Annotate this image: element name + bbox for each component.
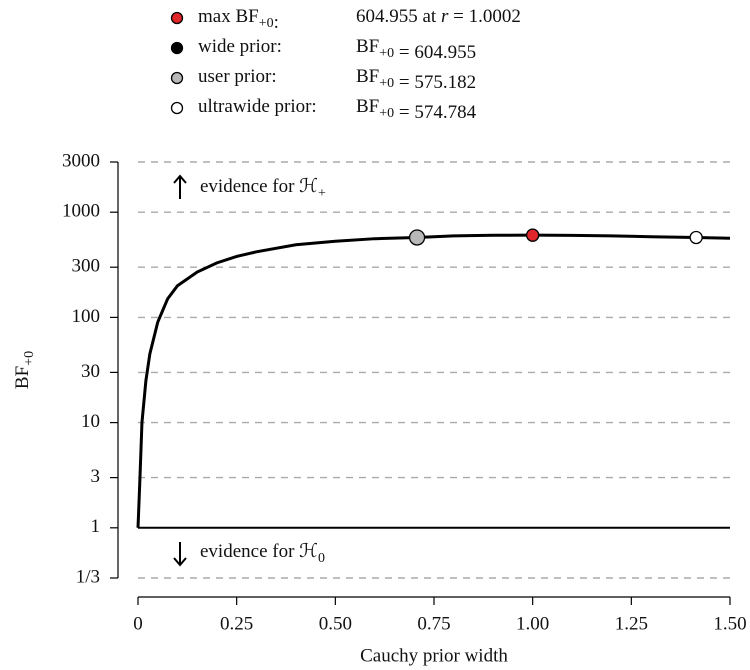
legend-value: BF+0 = 575.182 <box>356 66 476 93</box>
text: evidence for <box>200 176 299 197</box>
text: : <box>274 12 279 33</box>
text: BF <box>356 96 379 117</box>
legend-marker <box>170 41 184 55</box>
subscript: +0 <box>379 76 394 91</box>
x-tick-label: 0.75 <box>417 613 450 634</box>
legend-value: BF+0 = 574.784 <box>356 96 477 123</box>
x-tick-label: 0.50 <box>319 613 352 634</box>
x-tick-label: 1.50 <box>713 613 746 634</box>
y-tick-label: 3 <box>91 466 101 487</box>
legend-marker <box>170 71 184 85</box>
italic-text: r <box>441 6 449 27</box>
x-tick-label: 0 <box>133 613 143 634</box>
text: ℋ <box>299 541 318 562</box>
y-tick-label: 30 <box>81 361 100 382</box>
subscript: +0 <box>379 106 394 121</box>
text: max BF <box>198 6 259 27</box>
prior-point <box>689 230 703 245</box>
text: BF <box>12 366 33 389</box>
subscript: +0 <box>22 351 37 366</box>
legend-marker <box>170 101 184 115</box>
y-tick-label: 300 <box>72 256 101 277</box>
y-tick-label: 1 <box>91 516 101 537</box>
x-tick-label: 1.25 <box>615 613 648 634</box>
y-axis-label: BF+0 <box>12 351 37 389</box>
text: = 574.784 <box>394 102 476 123</box>
arrow-head <box>173 174 187 184</box>
subscript: +0 <box>259 16 274 31</box>
x-tick-label: 1.00 <box>516 613 549 634</box>
x-tick-label: 0.25 <box>220 613 253 634</box>
y-tick-label: 1000 <box>62 201 100 222</box>
text: ℋ <box>299 176 318 197</box>
subscript: +0 <box>379 46 394 61</box>
text: ultrawide prior: <box>198 96 317 117</box>
text: = 604.955 <box>394 42 476 63</box>
subscript: + <box>318 186 326 201</box>
subscript: 0 <box>318 551 325 566</box>
curve <box>136 233 731 528</box>
text: user prior: <box>198 66 277 87</box>
text: 604.955 at <box>356 6 441 27</box>
y-tick-label: 3000 <box>62 150 100 171</box>
text: = 1.0002 <box>448 6 520 27</box>
prior-point <box>526 228 540 242</box>
legend-label: user prior: <box>198 66 277 87</box>
text: BF <box>356 36 379 57</box>
text: evidence for <box>200 541 299 562</box>
x-axis-label: Cauchy prior width <box>360 645 508 666</box>
legend-value: BF+0 = 604.955 <box>356 36 476 63</box>
y-tick-label: 1/3 <box>76 566 100 587</box>
y-tick-label: 100 <box>72 306 101 327</box>
legend-value: 604.955 at r = 1.0002 <box>356 6 521 27</box>
text: BF <box>356 66 379 87</box>
prior-point <box>408 229 426 246</box>
annotation: evidence for ℋ0 <box>200 541 325 566</box>
legend-label: ultrawide prior: <box>198 96 317 117</box>
y-tick-label: 10 <box>81 411 100 432</box>
legend-marker <box>170 11 184 25</box>
annotation: evidence for ℋ+ <box>200 176 326 201</box>
text: wide prior: <box>198 36 282 57</box>
text: = 575.182 <box>394 72 476 93</box>
legend-label: max BF+0: <box>198 6 279 33</box>
legend-label: wide prior: <box>198 36 282 57</box>
arrow-head <box>173 557 187 567</box>
